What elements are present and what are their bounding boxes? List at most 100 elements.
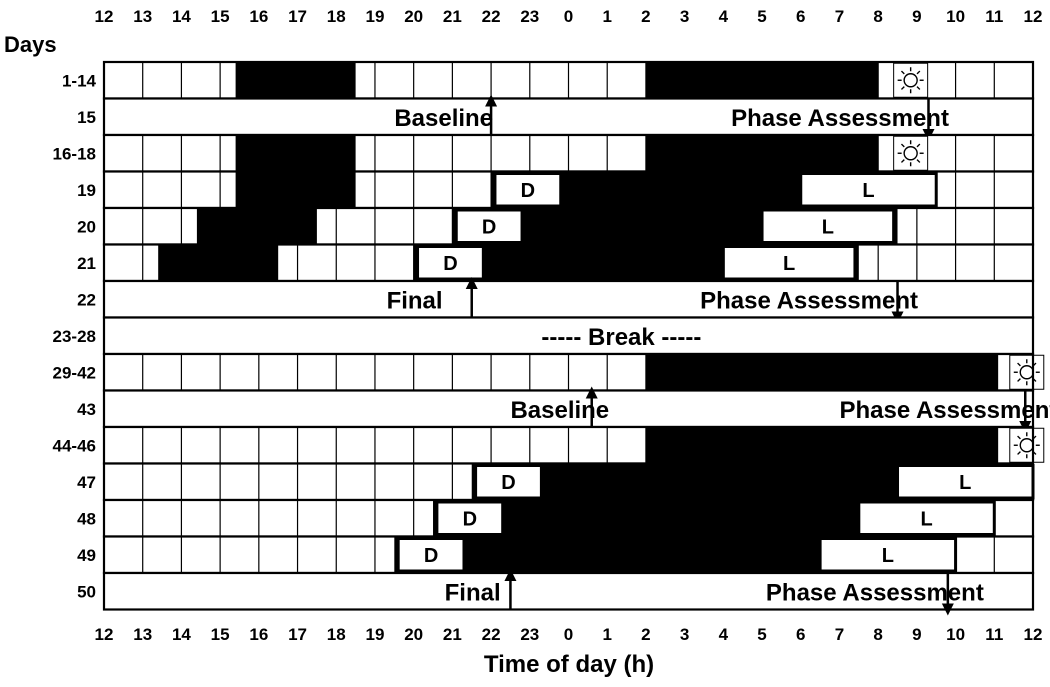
hour-tick-label: 22: [482, 625, 501, 644]
light-marker-box-label: L: [822, 216, 834, 238]
dark-marker-box-label: D: [482, 216, 496, 238]
row-caption: Baseline: [394, 105, 493, 132]
hour-tick-label: 17: [288, 625, 307, 644]
days-axis-title: Days: [4, 32, 57, 57]
hour-tick-label: 12: [95, 7, 114, 26]
day-label: 49: [77, 546, 96, 565]
day-label: 47: [77, 473, 96, 492]
grid-row: 44-46: [53, 425, 1045, 465]
dark-period: [645, 427, 999, 464]
hour-tick-label: 7: [835, 7, 844, 26]
day-label: 21: [77, 254, 96, 273]
dark-period: [235, 62, 356, 99]
assessment-row: 50 Final Phase Assessment: [77, 569, 1035, 616]
grid-row: 16-18: [53, 133, 1035, 173]
day-label: 15: [77, 108, 96, 127]
light-marker-box-label: L: [882, 545, 894, 567]
dark-marker-box-label: D: [424, 545, 438, 567]
grid-row: 19 D L: [77, 170, 1035, 210]
light-marker-box-label: L: [862, 180, 874, 202]
hour-tick-label: 5: [757, 7, 766, 26]
hour-tick-label: 12: [1024, 625, 1043, 644]
sun-icon: [1009, 427, 1045, 463]
day-label: 16-18: [53, 144, 96, 163]
hour-tick-label: 8: [873, 625, 882, 644]
row-caption: Baseline: [510, 397, 609, 424]
bottom-hour-ticks: 12 13 14 15 16 17 18 19 20 21 22 23 0 1 2 3 4 5 6 7 8 9 10 11 12: [95, 625, 1043, 644]
dark-period: [645, 135, 879, 172]
arrow-up-icon: [465, 277, 478, 318]
light-marker-box: L: [799, 172, 938, 208]
sun-icon: [1009, 354, 1045, 390]
day-label: 1-14: [62, 71, 97, 90]
day-label: 22: [77, 290, 96, 309]
day-label: 23-28: [53, 327, 96, 346]
hour-tick-label: 17: [288, 7, 307, 26]
x-axis-title: Time of day (h): [484, 651, 654, 678]
dark-period: [196, 208, 317, 245]
hour-tick-label: 16: [249, 7, 268, 26]
hour-tick-label: 0: [564, 625, 573, 644]
row-caption: Phase Assessment: [731, 105, 949, 132]
day-label: 43: [77, 400, 96, 419]
light-marker-box: L: [721, 245, 857, 281]
hour-tick-label: 19: [365, 7, 384, 26]
dark-marker-box-label: D: [443, 253, 457, 275]
dark-marker-box: D: [396, 537, 466, 573]
day-label: 48: [77, 509, 96, 528]
dark-marker-box: D: [454, 208, 524, 244]
dark-marker-box: D: [435, 500, 505, 536]
hour-tick-label: 6: [796, 625, 805, 644]
light-marker-box: L: [896, 464, 1035, 500]
hour-tick-label: 13: [133, 625, 152, 644]
hour-tick-label: 7: [835, 625, 844, 644]
grid-row: 47 D L: [77, 462, 1035, 502]
hour-tick-label: 11: [985, 625, 1003, 644]
light-marker-box-label: L: [959, 472, 971, 494]
light-marker-box: L: [760, 208, 896, 244]
row-caption: ----- Break -----: [541, 324, 701, 351]
hour-tick-label: 12: [95, 625, 114, 644]
top-hour-ticks: 12 13 14 15 16 17 18 19 20 21 22 23 0 1 2 3 4 5 6 7 8 9 10 11 12: [95, 7, 1043, 26]
hour-tick-label: 6: [796, 7, 805, 26]
hour-tick-label: 15: [211, 7, 230, 26]
hour-tick-label: 14: [172, 625, 191, 644]
grid-row: 20 D L: [77, 206, 1035, 246]
hour-tick-label: 23: [520, 7, 539, 26]
hour-tick-label: 9: [912, 7, 921, 26]
dark-marker-box-label: D: [501, 472, 515, 494]
grid-row: 48 D L: [77, 498, 1035, 538]
dark-period: [645, 354, 999, 391]
grid-row: 21 D L: [77, 243, 1035, 283]
dark-period: [158, 244, 279, 281]
light-marker-box-label: L: [920, 508, 932, 530]
sun-icon: [893, 62, 929, 98]
light-marker-box: L: [857, 500, 996, 536]
hour-tick-label: 18: [327, 625, 346, 644]
hour-tick-label: 1: [602, 7, 611, 26]
hour-tick-label: 0: [564, 7, 573, 26]
hour-tick-label: 10: [946, 7, 965, 26]
arrow-up-icon: [585, 386, 598, 427]
day-label: 19: [77, 181, 96, 200]
hour-tick-label: 4: [719, 625, 729, 644]
hour-tick-label: 18: [327, 7, 346, 26]
day-label: 50: [77, 582, 96, 601]
hour-tick-label: 14: [172, 7, 191, 26]
grid-row: 29-42: [53, 352, 1045, 392]
day-label: 44-46: [53, 436, 96, 455]
row-caption: Final: [387, 287, 443, 314]
day-label: 29-42: [53, 363, 96, 382]
light-marker-box-label: L: [783, 253, 795, 275]
hour-tick-label: 16: [249, 625, 268, 644]
grid-row: 1-14: [62, 60, 1035, 100]
hour-tick-label: 20: [404, 625, 423, 644]
dark-marker-box: D: [474, 464, 543, 500]
dark-period: [235, 135, 356, 172]
assessment-row: 15 Baseline Phase Assessment: [77, 94, 1035, 141]
hour-tick-label: 15: [211, 625, 230, 644]
arrow-up-icon: [504, 569, 517, 610]
hour-tick-label: 23: [520, 625, 539, 644]
arrow-up-icon: [485, 94, 498, 135]
light-marker-box: L: [818, 537, 958, 573]
